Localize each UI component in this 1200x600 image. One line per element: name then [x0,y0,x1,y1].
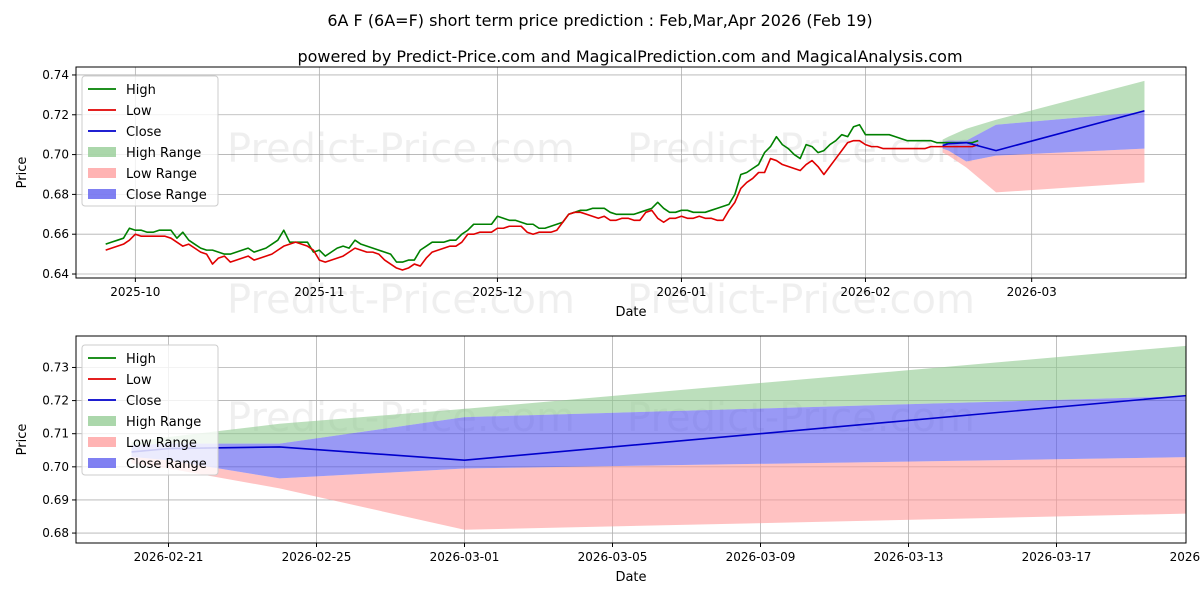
y-tick-label: 0.66 [42,227,69,241]
x-tick-label: 2026-02-21 [134,550,204,564]
watermark-text: Predict-Price.com [627,277,975,323]
legend: High Low Close High Range Low Range Close Ran… [81,344,219,476]
y-tick-label: 0.68 [42,187,69,201]
low-range-band [942,148,1145,193]
high-series-line [105,123,979,263]
high-range-band [131,345,1186,446]
legend-patch-swatch [88,147,116,157]
axes-frame [75,335,1187,544]
x-tick-label: 2025-10 [110,285,160,299]
x-tick-label: 2026-03-09 [726,550,796,564]
x-tick-label: 2025-11 [294,285,344,299]
legend-label: High [126,352,156,367]
y-tick-label: 0.69 [42,493,69,507]
x-tick-label: 2026-02 [840,285,890,299]
x-axis-label: Date [615,305,646,320]
bottom-panel-forecast-detail: 2026-02-21 2026-02-25 2026-03-01 2026-03-05… [15,335,1200,585]
legend-label: Close [126,125,161,140]
close-forecast-line [942,110,1145,152]
y-tick-label: 0.71 [42,427,69,441]
low-series-line [105,139,979,271]
legend-label: Low [126,104,152,119]
legend-label: Low Range [126,436,197,451]
y-tick-label: 0.68 [42,526,69,540]
x-tick-label: 2026-03-17 [1022,550,1092,564]
low-range-band [131,456,1186,530]
legend-patch-swatch [88,458,116,468]
chart-subtitle: powered by Predict-Price.com and Magical… [297,47,962,66]
legend-label: High Range [126,415,201,430]
close-range-band [131,396,1186,479]
x-tick-label: 2026-03 [1007,285,1057,299]
legend-patch-swatch [88,416,116,426]
top-panel-history-and-forecast: 2025-10 2025-11 2025-12 2026-01 2026-02 2026-… [15,66,1187,323]
y-tick-label: 0.70 [42,460,69,474]
watermark-text: Predict-Price.com [227,277,575,323]
x-tick-label: 2026-03-01 [430,550,500,564]
y-axis-label: Price [15,424,30,456]
y-tick-label: 0.73 [42,360,69,374]
legend-patch-swatch [88,437,116,447]
legend-label: Low Range [126,167,197,182]
y-tick-label: 0.74 [42,68,69,82]
legend-label: High [126,83,156,98]
legend-label: Close Range [126,457,207,472]
y-tick-label: 0.70 [42,148,69,162]
x-tick-label: 2026-03-13 [874,550,944,564]
plot-area [105,80,1145,271]
x-tick-label: 2026-03-05 [578,550,648,564]
x-tick-label: 2026-03-21 [1170,550,1200,564]
high-range-band [942,80,1145,142]
x-tick-label: 2026-01 [656,285,706,299]
y-tick-label: 0.72 [42,108,69,122]
legend: High Low Close High Range Low Range Close Ran… [81,75,219,207]
y-tick-label: 0.64 [42,267,69,281]
x-tick-label: 2025-12 [472,285,522,299]
x-axis-label: Date [615,570,646,585]
legend-label: Low [126,373,152,388]
legend-patch-swatch [88,189,116,199]
watermark-text: Predict-Price.com [227,126,575,172]
axes-frame [75,66,1187,279]
legend-label: Close Range [126,188,207,203]
legend-label: High Range [126,146,201,161]
legend-patch-swatch [88,168,116,178]
legend-label: Close [126,394,161,409]
y-axis-label: Price [15,157,30,189]
y-tick-label: 0.72 [42,394,69,408]
chart-title: 6A F (6A=F) short term price prediction … [327,11,872,30]
plot-area [131,345,1186,530]
x-tick-label: 2026-02-25 [282,550,352,564]
